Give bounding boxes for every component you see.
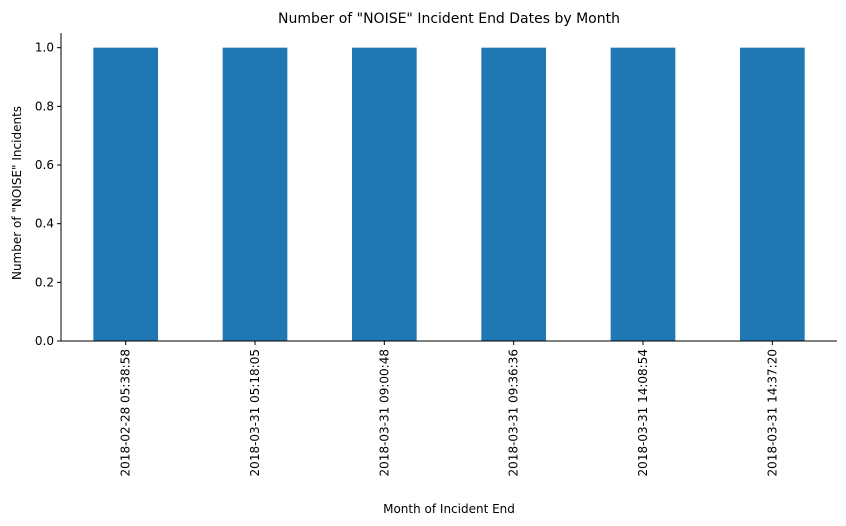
y-axis-label: Number of "NOISE" Incidents (10, 106, 24, 280)
x-axis-label: Month of Incident End (383, 502, 515, 516)
bar (222, 47, 288, 342)
bar (740, 47, 805, 342)
y-tick-label: 0.2 (35, 275, 54, 289)
x-tick-label: 2018-02-28 05:38:58 (119, 349, 133, 476)
x-tick-label: 2018-03-31 05:18:05 (248, 349, 262, 476)
x-tick-label: 2018-03-31 09:00:48 (377, 349, 391, 476)
x-tick-label: 2018-03-31 14:37:20 (765, 349, 779, 476)
x-tick-label: 2018-03-31 09:36:36 (507, 349, 521, 476)
bar (610, 47, 676, 342)
y-tick-label: 0.0 (35, 334, 54, 348)
y-tick-label: 0.8 (35, 99, 54, 113)
bars-group (93, 47, 805, 342)
bar (93, 47, 158, 342)
bar (481, 47, 546, 342)
bar (352, 47, 417, 342)
x-tick-label: 2018-03-31 14:08:54 (636, 349, 650, 476)
y-tick-label: 0.6 (35, 158, 54, 172)
chart-title: Number of "NOISE" Incident End Dates by … (278, 11, 620, 27)
y-tick-label: 0.4 (35, 217, 54, 231)
y-tick-label: 1.0 (35, 41, 54, 55)
y-ticks-group: 0.0 0.2 0.4 0.6 0.8 1.0 (35, 41, 61, 348)
x-ticks-group: 2018-02-28 05:38:58 2018-03-31 05:18:05 20… (119, 341, 779, 476)
